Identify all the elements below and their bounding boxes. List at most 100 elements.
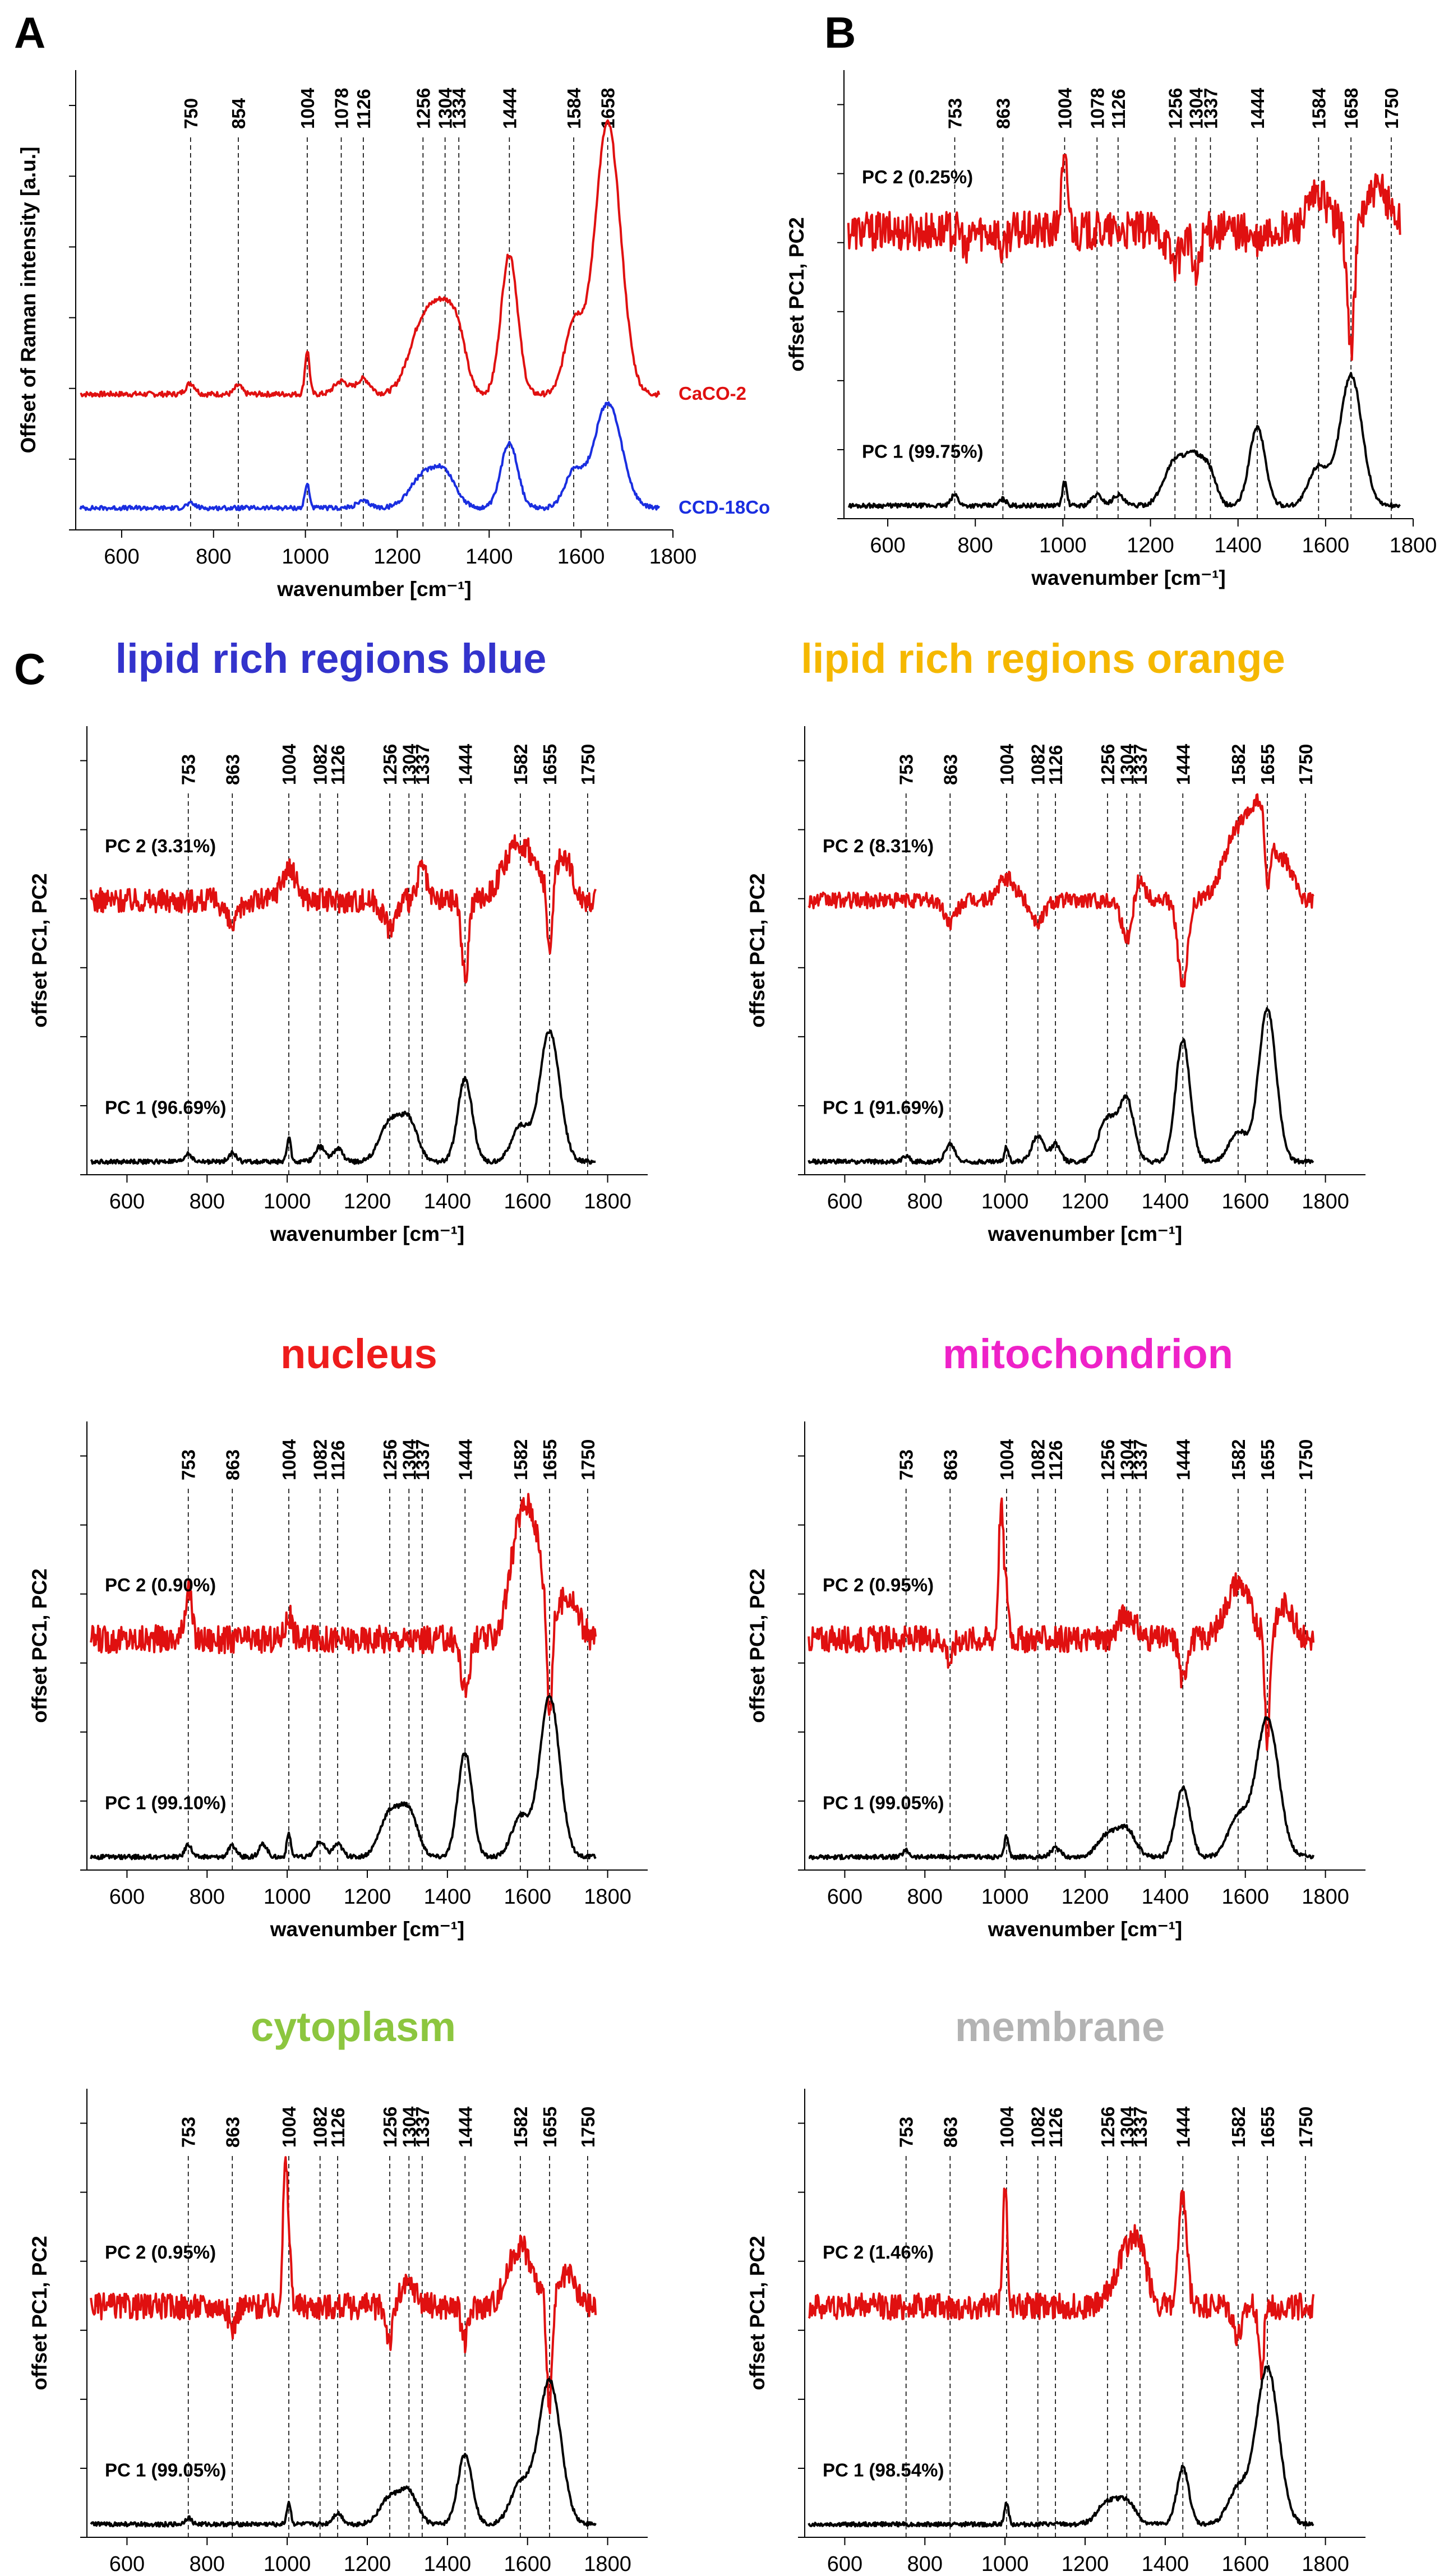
x-tick-label: 1200 xyxy=(1062,1885,1109,1909)
series-line xyxy=(808,2187,1315,2380)
peak-label: 1004 xyxy=(1055,87,1076,129)
x-axis-label: wavenumber [cm⁻¹] xyxy=(1031,566,1225,589)
peak-label: 1004 xyxy=(997,2106,1017,2148)
peak-label: 1750 xyxy=(1295,1439,1316,1480)
x-tick-label: 1000 xyxy=(264,1885,311,1909)
peak-label: 1082 xyxy=(310,1439,331,1480)
peak-label: 753 xyxy=(896,754,917,785)
peak-label: 1334 xyxy=(449,87,469,129)
peak-label: 1004 xyxy=(279,744,299,785)
peak-label: 1078 xyxy=(1087,88,1108,129)
x-tick-label: 1200 xyxy=(344,1190,391,1213)
peak-label: 1750 xyxy=(1295,744,1316,785)
peak-label: 1444 xyxy=(1173,744,1193,785)
series-label: PC 1 (99.75%) xyxy=(862,441,983,461)
chart-panel-5: mitochondrion 600 800 1000 1200 1400 1600 1800 w… xyxy=(746,1331,1365,1941)
series-line xyxy=(79,401,661,511)
peak-label: 1584 xyxy=(1308,87,1329,129)
peak-label: 1082 xyxy=(310,2107,331,2148)
peak-label: 1256 xyxy=(1097,2107,1118,2148)
chart-panel-3: lipid rich regions orange 600 800 1000 1200 1… xyxy=(746,635,1365,1245)
series-label: PC 1 (99.10%) xyxy=(105,1792,226,1813)
y-axis-label: offset PC1, PC2 xyxy=(746,1568,769,1723)
x-tick-label: 800 xyxy=(190,2552,225,2576)
peak-label: 1750 xyxy=(578,744,598,785)
peak-label: 1655 xyxy=(539,1439,560,1480)
x-tick-label: 1600 xyxy=(504,1885,551,1909)
peak-label: 1126 xyxy=(327,745,348,785)
peak-label: 1126 xyxy=(1108,89,1129,129)
peak-label: 1256 xyxy=(380,1439,400,1480)
peak-label: 753 xyxy=(178,754,199,785)
x-tick-label: 1000 xyxy=(981,1190,1029,1213)
series-label: PC 1 (99.05%) xyxy=(823,1792,944,1813)
panel-title: mitochondrion xyxy=(943,1331,1233,1377)
series-line xyxy=(90,2156,597,2415)
x-tick-label: 1200 xyxy=(1062,1190,1109,1213)
x-tick-label: 1200 xyxy=(344,2552,391,2576)
series-label: PC 1 (98.54%) xyxy=(823,2459,944,2480)
x-tick-label: 1600 xyxy=(1221,1190,1269,1213)
x-tick-label: 1200 xyxy=(344,1885,391,1909)
x-tick-label: 1000 xyxy=(981,1885,1029,1909)
peak-label: 1082 xyxy=(1028,744,1049,785)
series-line xyxy=(808,1716,1314,1861)
peak-label: 1337 xyxy=(1130,744,1151,785)
x-tick-label: 1800 xyxy=(584,1190,631,1213)
peak-label: 1082 xyxy=(1028,1439,1049,1480)
peak-label: 1750 xyxy=(1381,88,1402,129)
series-line xyxy=(80,119,661,398)
x-tick-label: 1600 xyxy=(1302,534,1350,557)
x-tick-label: 600 xyxy=(109,1190,145,1213)
peak-label: 1655 xyxy=(1257,1439,1278,1480)
x-tick-label: 600 xyxy=(870,534,905,557)
peak-label: 863 xyxy=(940,754,961,785)
x-tick-label: 1000 xyxy=(282,545,329,569)
peak-label: 1256 xyxy=(1097,1439,1118,1480)
series-label: PC 2 (0.95%) xyxy=(105,2242,216,2263)
x-tick-label: 800 xyxy=(907,1885,943,1909)
x-tick-label: 1600 xyxy=(1221,1885,1269,1909)
peak-label: 1337 xyxy=(412,744,433,785)
peak-label: 1004 xyxy=(297,87,318,129)
x-tick-label: 1600 xyxy=(557,545,605,569)
panel-title: lipid rich regions blue xyxy=(116,635,547,682)
panel-title: cytoplasm xyxy=(251,2003,456,2050)
series-line xyxy=(90,1493,597,1716)
x-tick-label: 600 xyxy=(827,1190,862,1213)
panel-label: B xyxy=(824,8,856,57)
peak-label: 863 xyxy=(940,2117,961,2148)
series-line xyxy=(808,2365,1314,2528)
peak-label: 1750 xyxy=(578,2107,598,2148)
panel-title: membrane xyxy=(955,2003,1165,2050)
x-tick-label: 1000 xyxy=(264,1190,311,1213)
chart-panel-6: cytoplasm60080010001200140016001800waven… xyxy=(28,2003,648,2576)
x-axis-label: wavenumber [cm⁻¹] xyxy=(270,1918,464,1941)
x-axis-label: wavenumber [cm⁻¹] xyxy=(270,1222,464,1245)
x-axis-label: wavenumber [cm⁻¹] xyxy=(988,1222,1182,1245)
x-tick-label: 800 xyxy=(958,534,993,557)
y-axis-label: Offset of Raman intensity [a.u.] xyxy=(17,147,40,454)
y-axis-label: offset PC1, PC2 xyxy=(28,2236,51,2390)
series-label: PC 1 (99.05%) xyxy=(105,2459,226,2480)
peak-label: 1304 xyxy=(1117,744,1137,785)
series-line xyxy=(90,1695,597,1861)
x-axis-label: wavenumber [cm⁻¹] xyxy=(276,578,471,601)
peak-label: 1582 xyxy=(510,2107,531,2148)
chart-panel-1: B 600 800 1000 1200 1400 1600 1800 wavenumber [c… xyxy=(785,8,1437,589)
y-axis-label: offset PC1, PC2 xyxy=(746,873,769,1028)
series-line xyxy=(808,1497,1315,1751)
peak-label: 1004 xyxy=(997,1439,1017,1480)
y-axis-label: offset PC1, PC2 xyxy=(28,873,51,1028)
peak-label: 1256 xyxy=(413,88,433,129)
peak-label: 863 xyxy=(222,2117,243,2148)
x-tick-label: 600 xyxy=(109,1885,145,1909)
peak-label: 1004 xyxy=(997,744,1017,785)
x-tick-label: 600 xyxy=(104,545,139,569)
x-tick-label: 1000 xyxy=(264,2552,311,2576)
x-tick-label: 800 xyxy=(907,2552,943,2576)
series-label: PC 2 (1.46%) xyxy=(823,2242,934,2263)
chart-panel-7: membrane60080010001200140016001800wavenu… xyxy=(746,2003,1365,2576)
